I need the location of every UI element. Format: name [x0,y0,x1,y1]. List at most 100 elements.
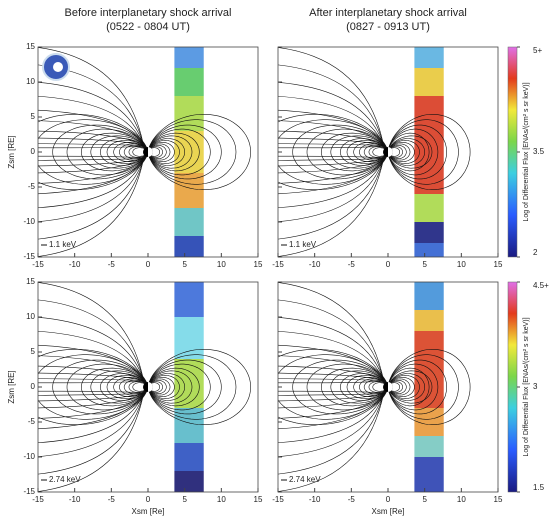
open-field-line [278,109,384,146]
field-line [52,359,148,415]
field-line [306,363,388,411]
open-field-line [38,393,144,457]
x-tick-label: 15 [494,260,503,269]
field-line [388,354,459,420]
colorbar-tick-label: 5+ [533,46,542,55]
earth-day [388,382,393,392]
field-line [387,378,411,396]
flux-strip [414,331,444,408]
open-field-line [38,158,144,222]
x-tick-label: -5 [108,260,116,269]
x-tick-label: -15 [272,260,284,269]
open-field-line [38,130,144,146]
flux-strip [174,68,204,96]
field-line [147,381,164,393]
field-line [306,128,388,176]
open-field-line [38,120,144,146]
field-line [147,375,180,399]
field-line [387,375,420,399]
field-line [388,128,439,176]
field-line [148,128,211,176]
x-tick-label: -10 [309,495,321,504]
field-line [388,124,448,180]
flux-strip [414,457,444,492]
open-field-line [38,145,144,149]
flux-strip [174,47,204,68]
x-tick-label: 10 [457,495,466,504]
colorbar-label: Log of Differential Flux [ENAs/(cm² s sr… [523,317,530,456]
open-field-line [38,158,144,240]
field-line [147,373,186,401]
field-line [147,140,180,164]
x-tick-label: 10 [217,495,226,504]
field-line [387,145,407,159]
open-field-line [38,158,144,161]
x-tick-label: 5 [422,495,427,504]
open-field-line [38,390,144,394]
field-line [292,359,388,415]
field-line [387,132,430,172]
open-field-line [278,282,384,381]
open-field-line [278,344,384,381]
field-line [147,138,186,166]
field-line [123,380,149,394]
field-line [387,138,426,166]
panel: 2.74 keV -15 -10 -5 0 5 10 15 -15 -10 -5 0 5 10 15 Zsm … [7,277,263,516]
field-line [387,135,433,169]
flux-strip [174,471,204,492]
field-line [387,377,415,397]
y-tick-label: 15 [26,42,35,51]
earth-day [388,147,393,157]
open-field-line [38,393,144,419]
flux-strip [414,96,444,194]
open-field-line [278,393,384,475]
field-line [38,114,148,190]
field-line [278,114,388,190]
field-line [339,138,389,166]
open-field-line [38,393,144,396]
open-field-line [278,393,384,409]
open-field-line [278,330,384,381]
y-tick-label: 10 [26,312,35,321]
open-field-line [278,378,384,381]
field-line [292,124,388,180]
energy-label: 2.74 keV [49,475,81,484]
x-tick-label: 10 [217,260,226,269]
colorbar [507,46,518,258]
x-tick-label: 10 [457,260,466,269]
field-line [387,370,433,404]
colorbar-tick-label: 4.5+ [533,281,549,290]
open-field-line [278,158,384,257]
open-field-line [38,158,144,257]
field-line [38,349,148,425]
open-field-line [278,393,384,396]
open-field-line [38,393,144,409]
x-tick-label: 5 [182,260,187,269]
y-tick-label: -5 [28,182,36,191]
field-line [388,114,471,190]
field-line [363,145,389,159]
open-field-line [38,344,144,381]
open-field-line [38,393,144,402]
x-axis-label: Xsm [Re] [132,507,165,516]
x-tick-label: 0 [386,495,391,504]
y-tick-label: 10 [26,77,35,86]
x-tick-label: -10 [69,260,81,269]
open-field-line [38,393,144,430]
field-line [387,367,430,407]
open-field-line [278,158,384,184]
y-tick-label: 0 [31,147,36,156]
panel-subtitle: (0827 - 0913 UT) [346,21,430,33]
flux-strip [174,208,204,236]
field-line [147,142,175,162]
colorbar-tick-label: 3 [533,382,538,391]
y-tick-label: 15 [26,277,35,286]
open-field-line [278,143,384,146]
x-tick-label: 0 [146,495,151,504]
field-line [339,373,389,401]
open-field-line [278,393,384,492]
open-field-line [38,365,144,381]
open-field-line [278,372,384,381]
energy-label: 1.1 keV [49,240,77,249]
